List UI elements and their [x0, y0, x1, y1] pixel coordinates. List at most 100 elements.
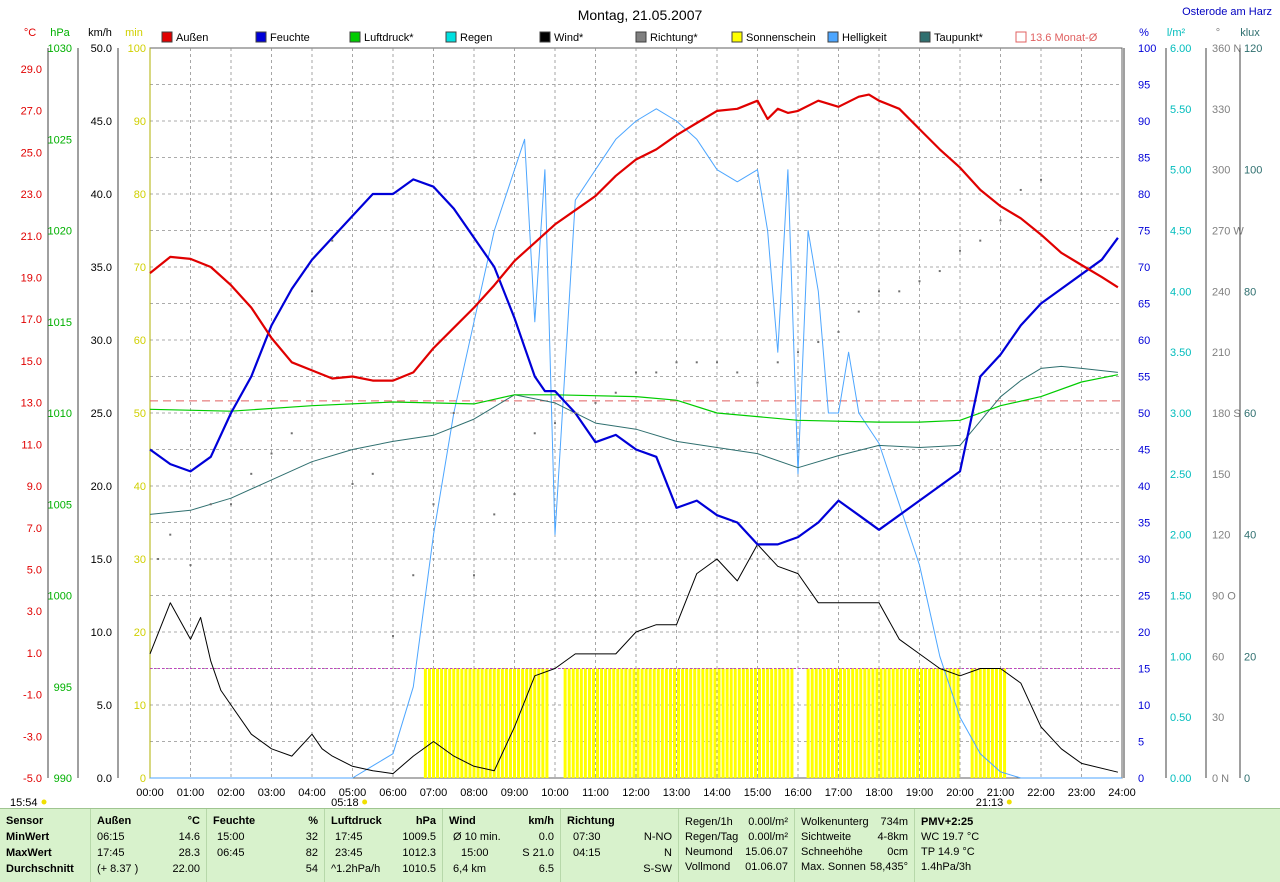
sunshine-bar [778, 668, 782, 778]
right-axis-tick-label: 120 [1244, 43, 1262, 55]
left-axis-tick-label: 10.0 [91, 627, 112, 639]
sunshine-bar [468, 668, 472, 778]
x-tick-label: 13:00 [663, 787, 691, 799]
stats-richtung-max-value: N [664, 847, 672, 859]
legend-swatch [1015, 31, 1027, 43]
left-axis-tick-label: 50 [134, 408, 146, 420]
right-axis-tick-label: 20 [1244, 651, 1256, 663]
richtung-dot [574, 412, 577, 414]
axes: 00:00 01:00 02:00 03:00 04:00 05:00 06:00 07:00… [10, 27, 1262, 808]
stats-wind-title: Wind [449, 815, 476, 827]
sunset-dot [1006, 799, 1012, 805]
left-axis-tick-label: 1005 [48, 499, 72, 511]
sunshine-bar [932, 668, 936, 778]
sunshine-bar [843, 668, 847, 778]
sunshine-bar [822, 668, 826, 778]
richtung-dot [412, 574, 415, 577]
richtung-dot [736, 371, 739, 374]
x-tick-label: 00:00 [136, 787, 164, 799]
sunrise-dot [362, 799, 368, 805]
x-tick-label: 11:00 [582, 787, 609, 799]
sunshine-bar [636, 668, 640, 778]
right-axis-tick-label: 180 S [1212, 408, 1241, 420]
stats-avg-label: Durchschnitt [6, 863, 74, 875]
stats-druck-min-time: 17:45 [335, 831, 363, 843]
stats-regen-1h-label: Regen/1h [685, 816, 733, 828]
sunshine-bar [956, 668, 960, 778]
stats-wind-max-time: 15:00 [461, 847, 489, 859]
sunshine-bar [871, 668, 875, 778]
left-axis-tick-label: 1025 [48, 134, 72, 146]
sunshine-bar [810, 668, 814, 778]
sunshine-bar [952, 668, 956, 778]
stats-neumond-label: Neumond [685, 846, 733, 858]
sunshine-bar [648, 668, 652, 778]
sunshine-bar [978, 668, 982, 778]
sunshine-bar [563, 668, 567, 778]
richtung-dot [230, 503, 232, 506]
stats-wolken-label: Wolkenunterg [801, 816, 869, 828]
location-label: Osterode am Harz [1182, 6, 1272, 18]
right-axis-tick-label: 5.00 [1170, 165, 1191, 177]
left-axis-tick-label: 1015 [48, 317, 72, 329]
left-axis-unit: km/h [88, 27, 112, 39]
right-axis-tick-label: 40 [1244, 530, 1256, 542]
sunshine-bar [681, 668, 685, 778]
left-axis-tick-label: 19.0 [21, 273, 42, 285]
sunshine-bar [668, 668, 672, 778]
sunshine-bar [484, 668, 488, 778]
stats-col-pmv: PMV+2:25 WC 19.7 °C TP 14.9 °C 1.4hPa/3h [914, 809, 1014, 882]
stats-wind-avg10: Ø 10 min. [453, 831, 501, 843]
legend-label: Helligkeit [842, 32, 887, 44]
x-tick-label: 17:00 [825, 787, 853, 799]
plot-grid [149, 47, 1123, 779]
sunshine-bar [970, 668, 974, 778]
richtung-dot [493, 513, 496, 516]
wind-line [149, 543, 1119, 775]
sunshine-bar [689, 668, 693, 778]
left-axis-tick-label: 30.0 [91, 335, 112, 347]
stats-sonne-value: 58,435° [869, 861, 908, 873]
x-tick-label: 04:00 [298, 787, 326, 799]
right-axis-tick-label: 270 W [1212, 226, 1244, 238]
legend-swatch [161, 31, 173, 43]
legend-label: 13.6 Monat-Ø [1030, 32, 1098, 44]
left-axis-tick-label: 90 [134, 116, 146, 128]
sunshine-bar [575, 668, 579, 778]
left-axis-tick-label: 20 [134, 627, 146, 639]
richtung-dot [189, 564, 192, 567]
left-axis-tick-label: 3.0 [27, 606, 42, 618]
legend-label: Luftdruck* [364, 32, 414, 44]
sunshine-bar [920, 668, 924, 778]
stats-aussen-title: Außen [97, 815, 132, 827]
sunshine-bar [790, 668, 794, 778]
stats-schnee-value: 0cm [887, 846, 908, 858]
left-axis-tick-label: 1030 [48, 43, 72, 55]
sunshine-bar [749, 668, 753, 778]
sunshine-bar [644, 668, 648, 778]
sunshine-bar [537, 668, 541, 778]
left-axis-tick-label: 995 [54, 682, 72, 694]
sunshine-bar [624, 668, 628, 778]
sunshine-bar [632, 668, 636, 778]
sunshine-bar [903, 668, 907, 778]
legend-swatch [827, 31, 839, 43]
stats-druck-max-value: 1012.3 [402, 847, 436, 859]
right-axis-tick-label: 0 [1244, 773, 1250, 785]
richtung-dot [797, 351, 799, 354]
left-axis-tick-label: 1000 [48, 591, 72, 603]
richtung-dot [594, 401, 597, 404]
richtung-dot [351, 482, 354, 485]
weather-chart: Montag, 21.05.2007 Osterode am Harz Auße… [10, 6, 1272, 808]
right-axis-tick-label: 100 [1244, 165, 1262, 177]
sunshine-bar [677, 668, 681, 778]
x-tick-label: 20:00 [946, 787, 974, 799]
time-marker-dot [41, 799, 47, 805]
left-axis-unit: hPa [50, 27, 70, 39]
right-axis-tick-label: 60 [1138, 335, 1150, 347]
sunshine-bar [500, 668, 504, 778]
richtung-dot [959, 249, 961, 252]
richtung-dot [695, 361, 698, 364]
richtung-dot [1040, 178, 1042, 181]
richtung-dot [776, 361, 779, 364]
